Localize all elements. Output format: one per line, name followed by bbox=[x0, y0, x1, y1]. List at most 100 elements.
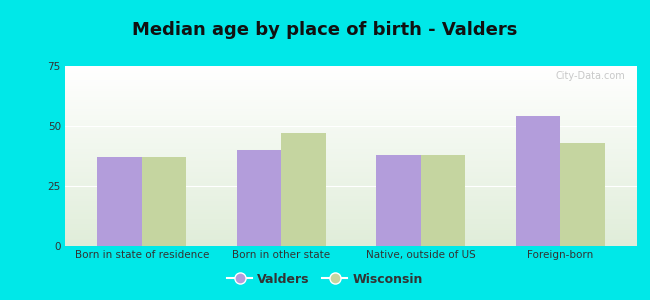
Bar bbox=[65, 93, 637, 95]
Bar bbox=[65, 115, 637, 116]
Bar bbox=[65, 228, 637, 230]
Bar bbox=[65, 176, 637, 178]
Bar bbox=[65, 224, 637, 226]
Bar bbox=[65, 154, 637, 156]
Bar bbox=[65, 194, 637, 196]
Bar bbox=[65, 226, 637, 228]
Bar bbox=[65, 223, 637, 224]
Bar bbox=[65, 91, 637, 93]
Bar bbox=[237, 150, 281, 246]
Bar bbox=[65, 68, 637, 70]
Bar bbox=[65, 230, 637, 232]
Bar bbox=[65, 98, 637, 100]
Bar bbox=[65, 219, 637, 221]
Bar bbox=[65, 88, 637, 89]
Bar bbox=[281, 133, 326, 246]
Bar bbox=[65, 102, 637, 104]
Bar bbox=[65, 206, 637, 208]
Bar bbox=[65, 124, 637, 125]
Bar bbox=[65, 169, 637, 170]
Bar bbox=[65, 129, 637, 131]
Bar bbox=[65, 136, 637, 138]
Text: City-Data.com: City-Data.com bbox=[556, 71, 625, 81]
Bar bbox=[65, 174, 637, 176]
Bar bbox=[65, 160, 637, 161]
Bar bbox=[142, 157, 187, 246]
Bar bbox=[97, 157, 142, 246]
Bar bbox=[65, 125, 637, 127]
Bar bbox=[65, 131, 637, 133]
Bar bbox=[65, 161, 637, 163]
Bar bbox=[65, 179, 637, 181]
Bar bbox=[65, 205, 637, 206]
Bar bbox=[65, 133, 637, 134]
Bar bbox=[65, 80, 637, 82]
Bar bbox=[65, 241, 637, 242]
Bar bbox=[65, 77, 637, 79]
Bar bbox=[65, 122, 637, 124]
Bar bbox=[65, 165, 637, 167]
Bar bbox=[65, 79, 637, 80]
Bar bbox=[65, 203, 637, 205]
Bar bbox=[65, 239, 637, 241]
Bar bbox=[65, 140, 637, 142]
Bar bbox=[65, 170, 637, 172]
Bar bbox=[65, 152, 637, 154]
Bar bbox=[65, 75, 637, 77]
Bar bbox=[65, 118, 637, 120]
Bar bbox=[65, 214, 637, 215]
Bar bbox=[65, 235, 637, 237]
Bar bbox=[65, 109, 637, 111]
Bar bbox=[65, 116, 637, 118]
Bar bbox=[65, 183, 637, 185]
Bar bbox=[65, 221, 637, 223]
Bar bbox=[65, 70, 637, 71]
Bar bbox=[65, 233, 637, 235]
Bar bbox=[65, 199, 637, 201]
Bar bbox=[65, 143, 637, 145]
Bar bbox=[65, 151, 637, 152]
Bar bbox=[65, 66, 637, 68]
Bar bbox=[65, 215, 637, 217]
Bar bbox=[65, 208, 637, 210]
Bar bbox=[65, 149, 637, 151]
Bar bbox=[65, 147, 637, 149]
Bar bbox=[65, 84, 637, 86]
Bar bbox=[65, 107, 637, 109]
Bar bbox=[421, 155, 465, 246]
Bar bbox=[65, 190, 637, 192]
Bar bbox=[65, 163, 637, 165]
Bar bbox=[65, 86, 637, 88]
Bar bbox=[65, 201, 637, 203]
Bar bbox=[65, 134, 637, 136]
Bar bbox=[65, 232, 637, 233]
Bar bbox=[65, 196, 637, 197]
Bar bbox=[65, 181, 637, 183]
Bar bbox=[65, 188, 637, 190]
Bar bbox=[65, 187, 637, 188]
Bar bbox=[65, 113, 637, 115]
Bar bbox=[65, 167, 637, 169]
Bar bbox=[65, 158, 637, 160]
Bar bbox=[376, 155, 421, 246]
Bar bbox=[65, 185, 637, 187]
Bar bbox=[65, 244, 637, 246]
Bar bbox=[65, 242, 637, 244]
Bar bbox=[65, 145, 637, 147]
Bar bbox=[65, 100, 637, 102]
Bar bbox=[560, 143, 605, 246]
Bar bbox=[65, 89, 637, 91]
Bar bbox=[65, 192, 637, 194]
Bar bbox=[65, 106, 637, 107]
Bar bbox=[65, 73, 637, 75]
Bar bbox=[65, 95, 637, 97]
Text: Median age by place of birth - Valders: Median age by place of birth - Valders bbox=[133, 21, 517, 39]
Bar bbox=[65, 142, 637, 143]
Legend: Valders, Wisconsin: Valders, Wisconsin bbox=[222, 268, 428, 291]
Bar bbox=[65, 138, 637, 140]
Bar bbox=[65, 104, 637, 106]
Bar bbox=[65, 82, 637, 84]
Bar bbox=[65, 197, 637, 199]
Bar bbox=[65, 111, 637, 113]
Bar bbox=[65, 120, 637, 122]
